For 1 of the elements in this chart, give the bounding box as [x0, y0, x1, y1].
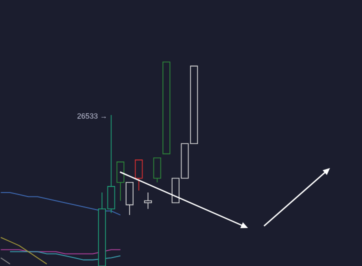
candlestick — [144, 192, 152, 210]
